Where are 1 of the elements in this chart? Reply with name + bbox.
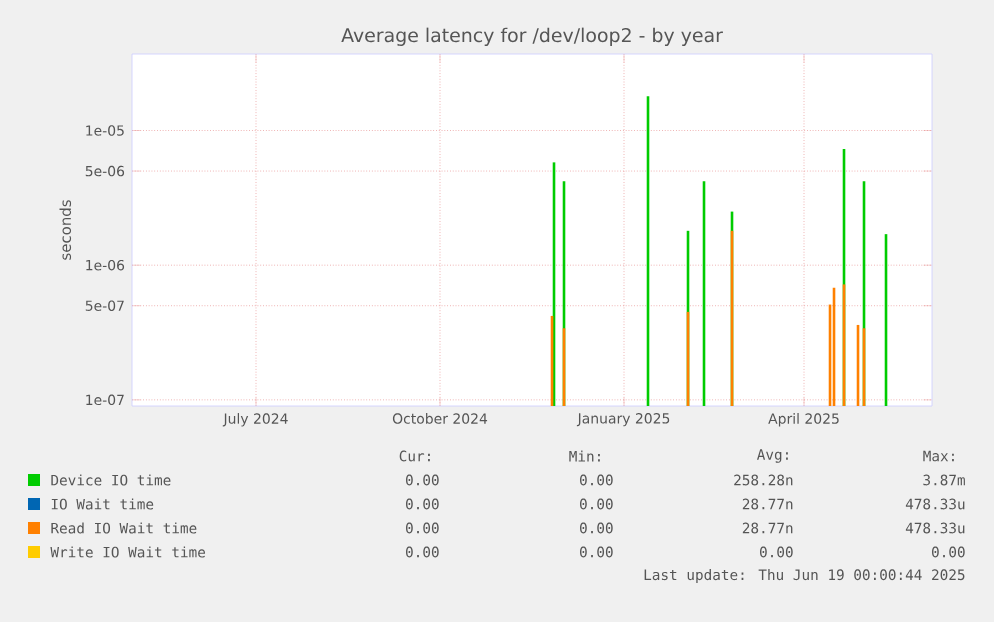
- chart-title: Average latency for /dev/loop2 - by year: [341, 27, 723, 46]
